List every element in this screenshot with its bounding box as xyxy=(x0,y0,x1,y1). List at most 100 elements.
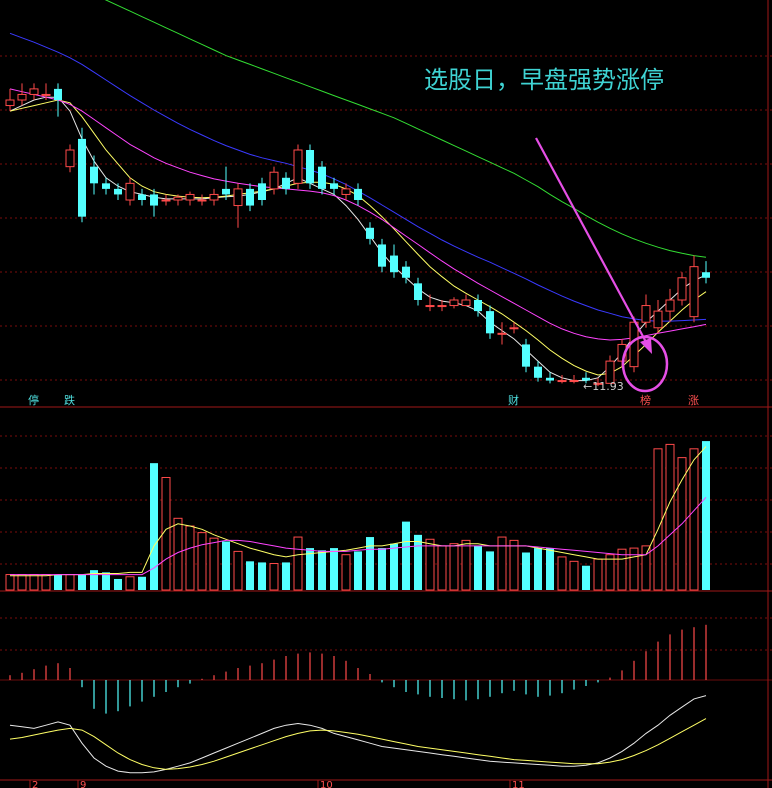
candle-body-down xyxy=(306,150,314,184)
candle-body-down xyxy=(258,183,266,200)
volume-bar-down xyxy=(546,548,554,590)
volume-bar-down xyxy=(306,548,314,590)
event-label: 涨 xyxy=(688,394,699,407)
annotation-text: 选股日，早盘强势涨停 xyxy=(424,66,664,94)
candle-body-down xyxy=(390,255,398,273)
volume-bar-down xyxy=(90,570,98,590)
candle-body-up xyxy=(461,299,471,307)
volume-bar-up xyxy=(341,554,351,591)
ma-line-yellow xyxy=(9,99,707,376)
candle-body-up xyxy=(437,305,447,308)
candle-body-down xyxy=(522,344,530,367)
candle-body-up xyxy=(233,188,243,207)
candle-body-down xyxy=(354,188,362,200)
candle-body-down xyxy=(78,138,86,217)
candle-body-down xyxy=(282,177,290,189)
volume-bar-up xyxy=(509,539,519,591)
volume-bar-up xyxy=(569,560,579,591)
volume-bar-down xyxy=(534,548,542,590)
volume-bar-up xyxy=(233,550,243,591)
volume-bar-down xyxy=(222,541,230,590)
volume-bar-up xyxy=(197,532,207,591)
volume-bar-down xyxy=(138,576,146,590)
candle-body-down xyxy=(414,283,422,300)
volume-bar-up xyxy=(437,545,447,591)
volume-bar-down xyxy=(258,562,266,590)
candle-body-down xyxy=(366,227,374,239)
volume-bar-up xyxy=(41,574,51,591)
candle-body-down xyxy=(546,377,554,381)
volume-bar-up xyxy=(17,574,27,591)
volume-bar-up xyxy=(65,574,75,591)
candle-body-down xyxy=(318,166,326,189)
volume-bar-up xyxy=(425,538,435,591)
candle-body-up xyxy=(5,99,15,107)
candle-body-down xyxy=(582,377,590,381)
annotation-arrow xyxy=(535,137,647,343)
volume-bar-down xyxy=(366,537,374,590)
candle-body-up xyxy=(293,149,303,184)
candle-body-down xyxy=(102,183,110,189)
event-label: 停 xyxy=(28,393,39,407)
candle-body-up xyxy=(341,188,351,195)
volume-bar-down xyxy=(414,534,422,590)
candle-body-up xyxy=(125,182,135,201)
ma-line-magenta xyxy=(9,88,707,341)
highlight-circle xyxy=(621,335,669,393)
volume-bar-down xyxy=(330,548,338,590)
volume-bar-down xyxy=(354,551,362,590)
volume-bar-up xyxy=(629,547,639,591)
volume-bar-down xyxy=(378,548,386,590)
candle-body-up xyxy=(425,305,435,308)
volume-bar-down xyxy=(78,574,86,590)
event-label: 榜 xyxy=(640,393,651,407)
candle-body-up xyxy=(593,382,603,385)
candle-body-up xyxy=(689,266,699,318)
candle-body-up xyxy=(557,380,567,383)
volume-bar-down xyxy=(522,552,530,590)
candle-body-up xyxy=(29,88,39,95)
osc-line-yellow xyxy=(9,718,707,770)
candle-body-down xyxy=(222,188,230,195)
candle-body-down xyxy=(54,88,62,100)
oscillator-panel xyxy=(9,695,707,774)
volume-bar-down xyxy=(150,463,158,590)
volume-bar-up xyxy=(269,563,279,591)
month-label: 11 xyxy=(512,780,525,788)
volume-bar-down xyxy=(246,561,254,590)
candle-body-up xyxy=(653,310,663,329)
volume-bar-up xyxy=(497,536,507,591)
candle-body-up xyxy=(209,193,219,201)
candle-body-up xyxy=(449,299,459,307)
volume-bar-up xyxy=(665,443,675,591)
event-label: 财 xyxy=(508,393,519,407)
volume-bar-down xyxy=(102,572,110,590)
candle-body-down xyxy=(138,194,146,200)
volume-bar-up xyxy=(593,558,603,591)
volume-bar-up xyxy=(557,556,567,591)
candle-body-down xyxy=(402,266,410,278)
volume-bar-down xyxy=(402,521,410,590)
volume-bar-down xyxy=(282,562,290,590)
month-label: 9 xyxy=(80,780,86,788)
low-price-label: ←11.93 xyxy=(583,380,624,393)
annotation-overlay xyxy=(535,137,669,393)
arrow-head xyxy=(640,338,652,354)
volume-bar-up xyxy=(605,554,615,591)
candle-body-up xyxy=(65,149,75,168)
candle-body-up xyxy=(269,171,279,190)
volume-bar-up xyxy=(293,536,303,591)
volume-bar-up xyxy=(641,545,651,591)
macd-panel xyxy=(9,624,707,714)
candle-body-up xyxy=(41,93,51,96)
candle-body-up xyxy=(605,360,615,384)
candle-body-up xyxy=(569,380,579,383)
candle-body-up xyxy=(173,196,183,201)
price-panel: 停跌财榜涨 xyxy=(5,0,710,407)
event-label: 跌 xyxy=(64,393,75,407)
candle-body-down xyxy=(378,244,386,267)
candle-body-up xyxy=(185,193,195,201)
volume-bar-up xyxy=(29,574,39,591)
month-label: 2 xyxy=(32,780,38,788)
